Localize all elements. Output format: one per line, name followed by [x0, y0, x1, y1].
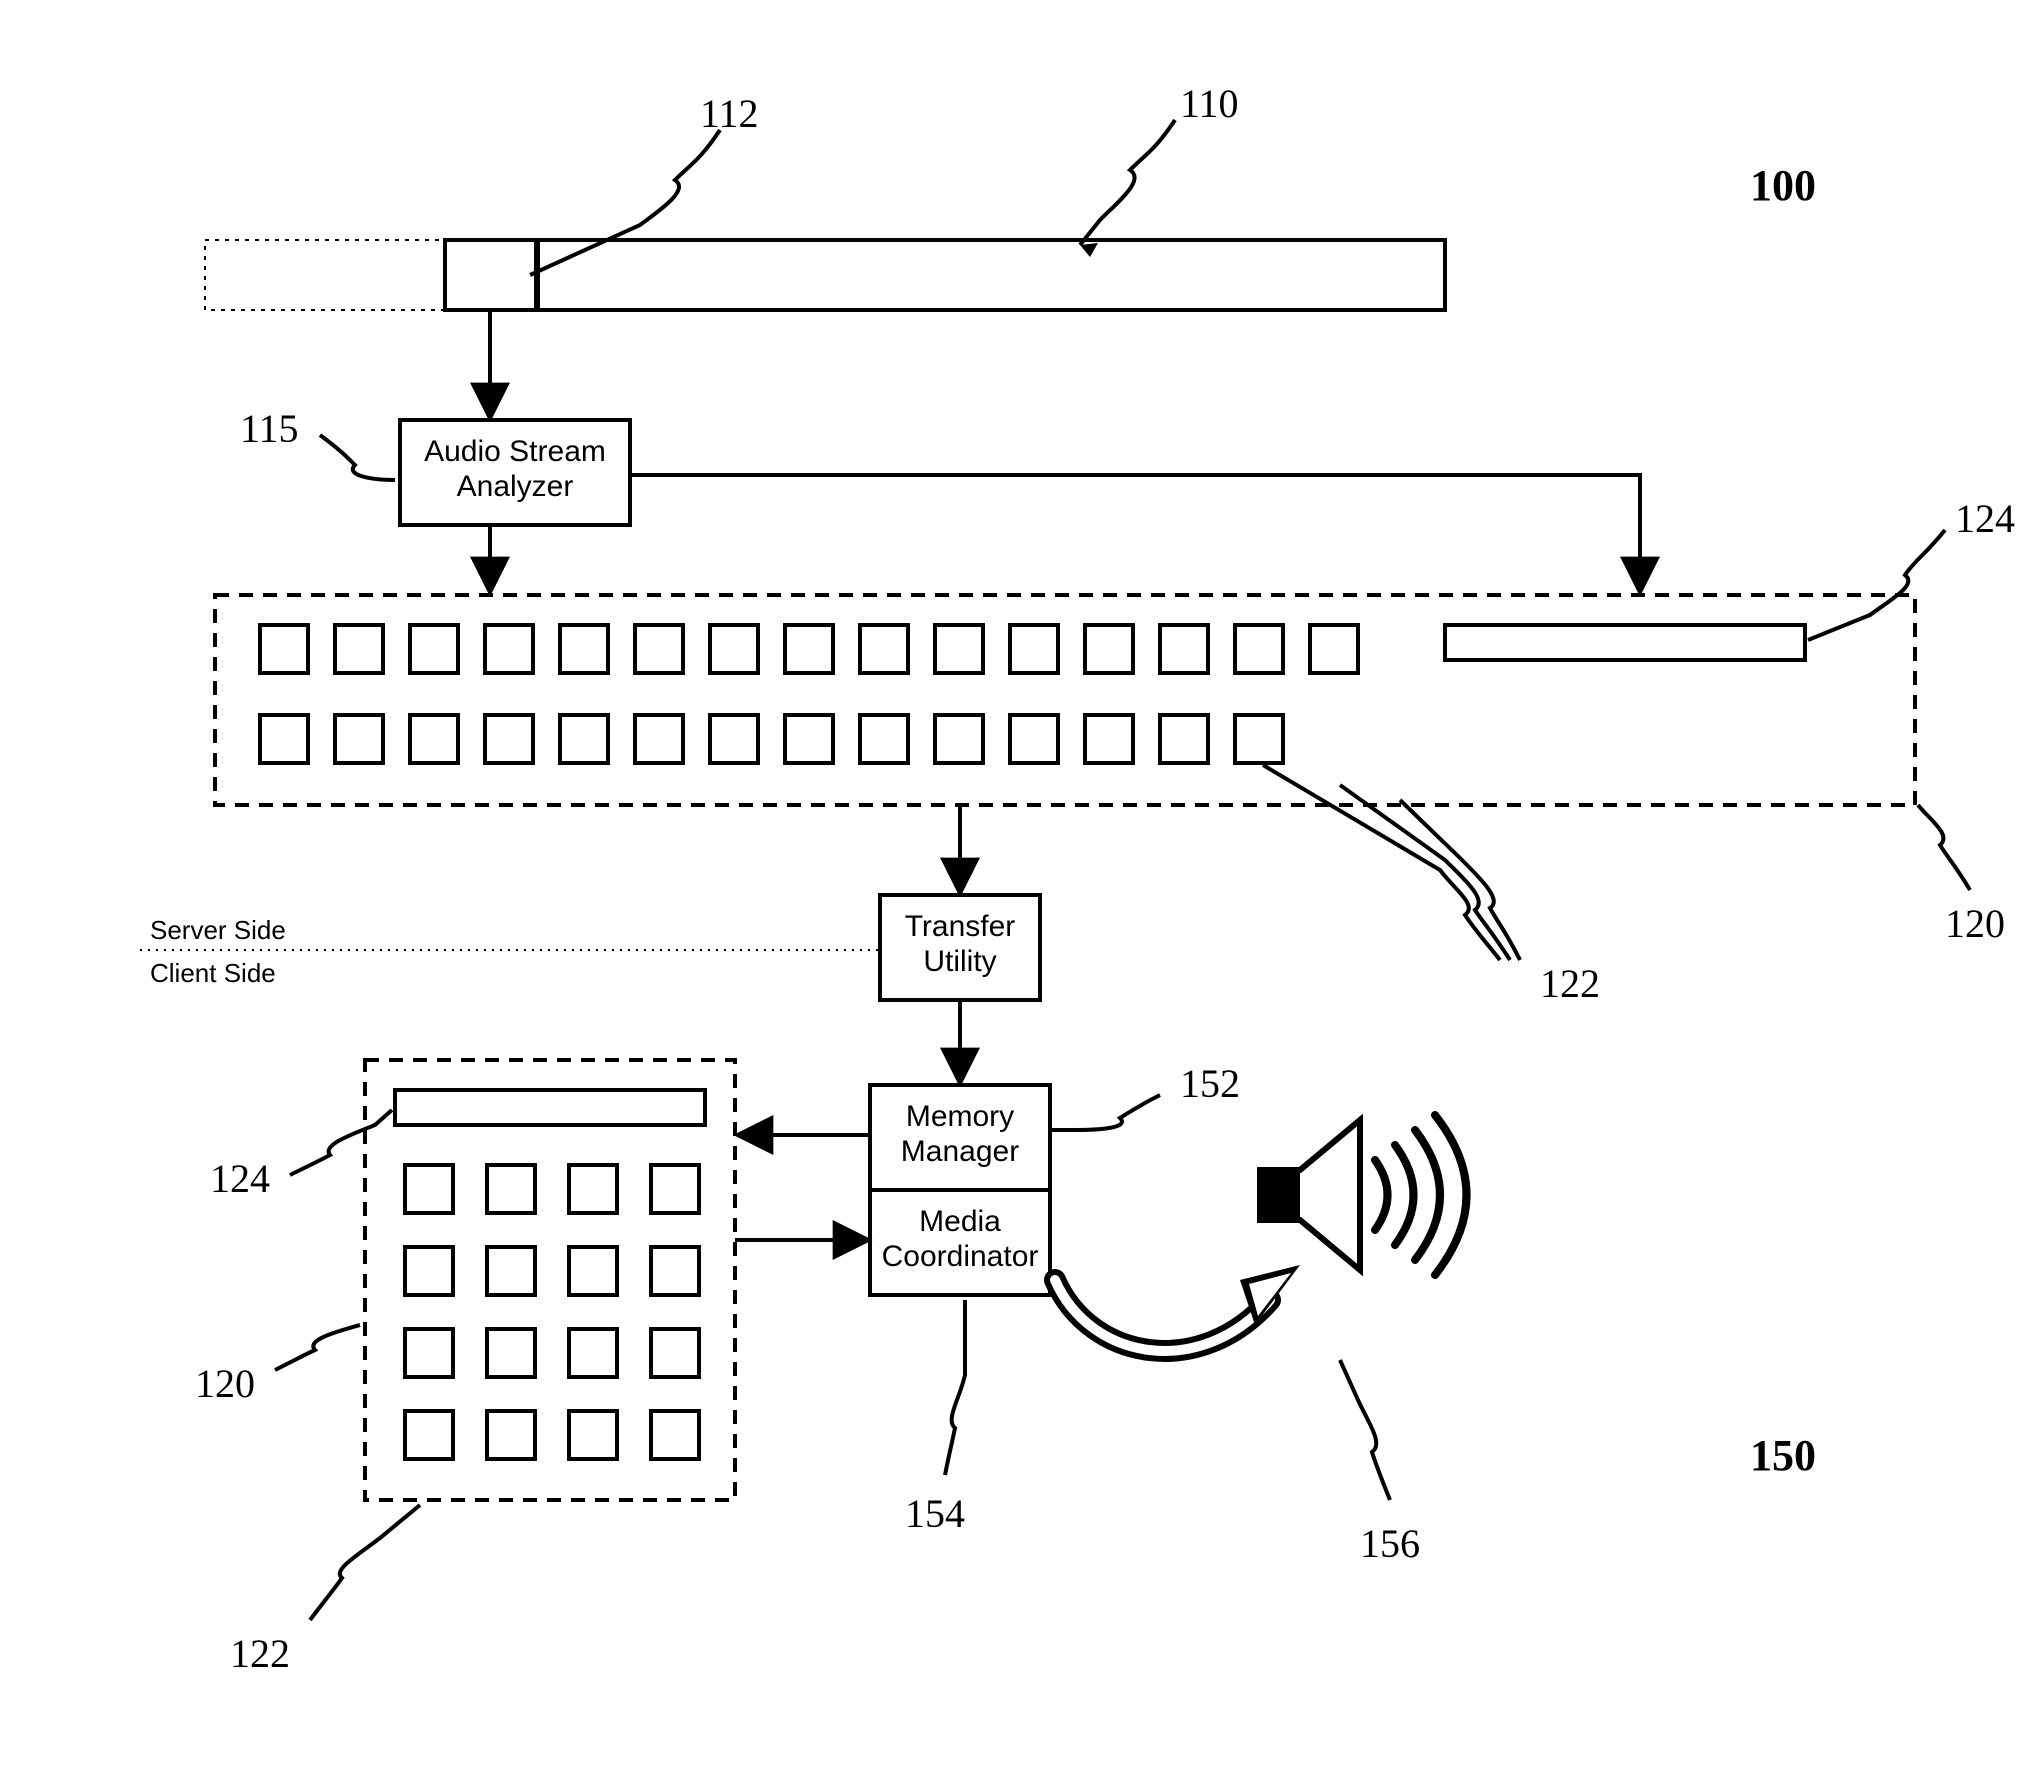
media-coordinator-label: MediaCoordinator — [870, 1205, 1050, 1274]
ref-112: 112 — [700, 90, 759, 137]
leader-124-top — [1808, 530, 1945, 640]
ref-152: 152 — [1180, 1060, 1240, 1107]
arrow-analyzer-to-widerect — [630, 475, 1640, 590]
stream-bar-dotted — [205, 240, 445, 310]
leader-115 — [320, 435, 395, 480]
memory-manager-label: MemoryManager — [870, 1100, 1050, 1169]
ref-156: 156 — [1360, 1520, 1420, 1567]
leader-124-bottom — [290, 1110, 392, 1175]
ref-150: 150 — [1750, 1430, 1816, 1481]
leader-122-bottom — [310, 1505, 420, 1620]
ref-100: 100 — [1750, 160, 1816, 211]
ref-110: 110 — [1180, 80, 1239, 127]
leader-120-top — [1918, 805, 1970, 890]
leader-110 — [1080, 120, 1175, 245]
diagram-canvas — [0, 0, 2025, 1774]
curved-arrow-to-speaker — [1055, 1265, 1300, 1351]
server-wide-rect — [1445, 625, 1805, 660]
server-row1-cells — [260, 625, 1358, 673]
client-side-label: Client Side — [150, 958, 276, 989]
speaker-icon — [1260, 1115, 1467, 1275]
ref-122-top: 122 — [1540, 960, 1600, 1007]
ref-120-top: 120 — [1945, 900, 2005, 947]
ref-124-top: 124 — [1955, 495, 2015, 542]
leader-122-top-b — [1340, 785, 1510, 960]
client-wide-rect — [395, 1090, 705, 1125]
leader-152 — [1052, 1095, 1160, 1130]
ref-122-bottom: 122 — [230, 1630, 290, 1677]
ref-120-bottom: 120 — [195, 1360, 255, 1407]
ref-115: 115 — [240, 405, 299, 452]
leader-156 — [1340, 1360, 1390, 1500]
server-side-label: Server Side — [150, 915, 286, 946]
leader-120-bottom — [275, 1325, 360, 1370]
leader-112 — [530, 130, 720, 275]
ref-124-bottom: 124 — [210, 1155, 270, 1202]
stream-bar — [445, 240, 1445, 310]
server-row2-cells — [260, 715, 1283, 763]
leader-122-top-c — [1400, 800, 1520, 960]
transfer-utility-label: TransferUtility — [880, 910, 1040, 979]
leader-154 — [945, 1300, 965, 1475]
audio-analyzer-label: Audio StreamAnalyzer — [400, 435, 630, 504]
ref-154: 154 — [905, 1490, 965, 1537]
client-cells — [405, 1165, 699, 1459]
